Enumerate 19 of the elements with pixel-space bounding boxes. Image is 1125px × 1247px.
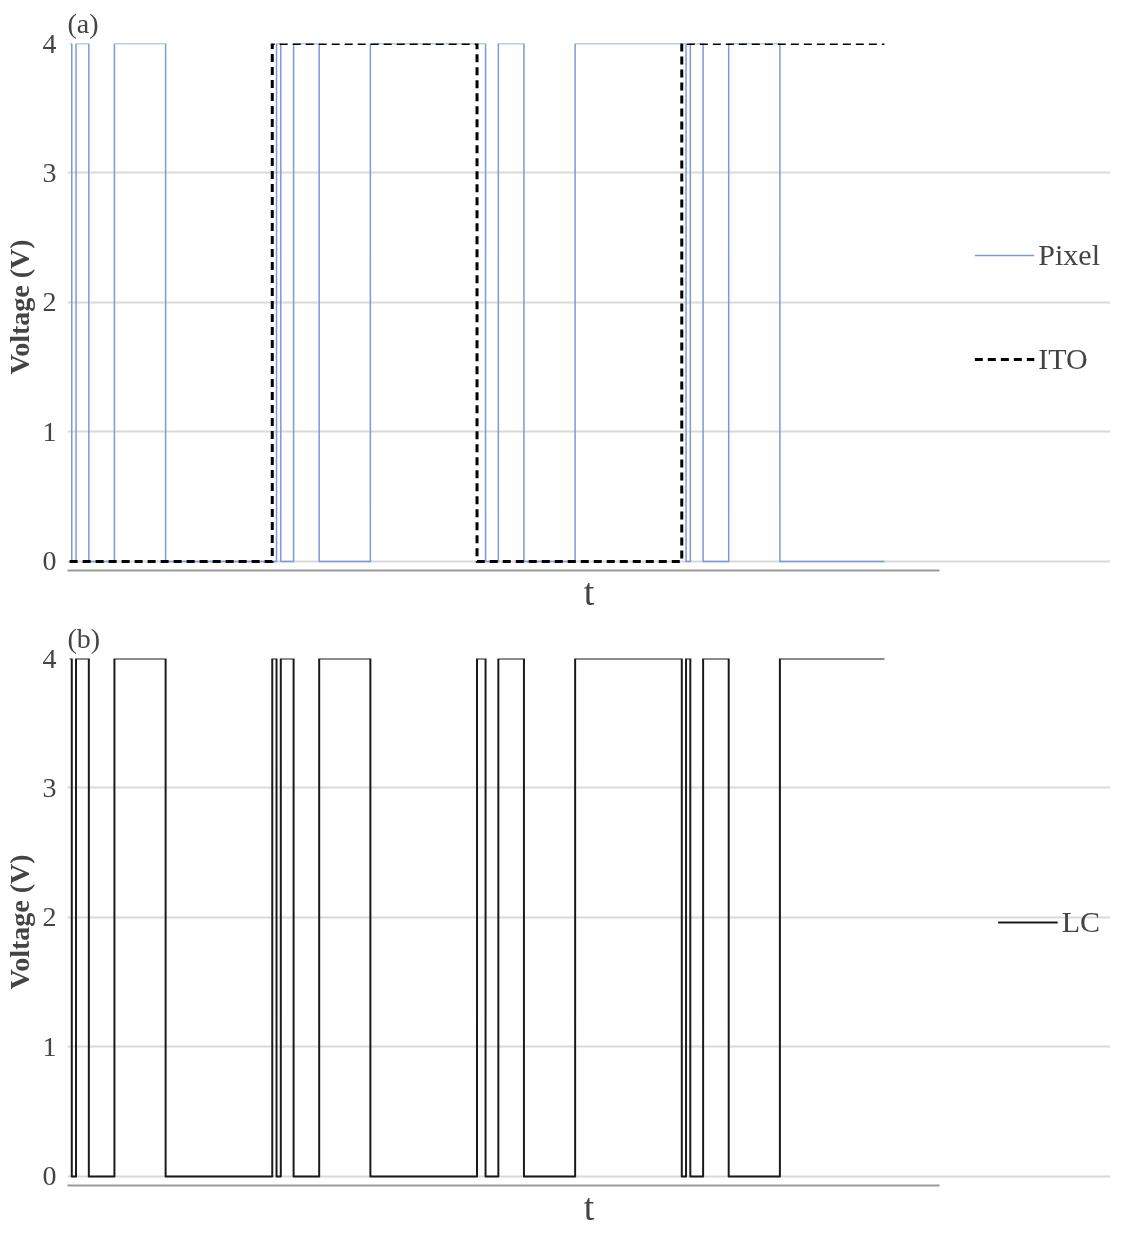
y-tick-label: 3 xyxy=(42,156,57,188)
y-tick-label: 2 xyxy=(42,286,57,318)
y-axis-title: Voltage (V) xyxy=(3,854,35,990)
legend-label: Pixel xyxy=(1038,237,1100,272)
legend-label: LC xyxy=(1061,904,1100,939)
y-tick-label: 3 xyxy=(42,771,57,803)
legend-label: ITO xyxy=(1038,341,1088,376)
y-tick-label: 1 xyxy=(42,1030,57,1062)
y-axis-title: Voltage (V) xyxy=(3,239,35,375)
y-tick-label: 2 xyxy=(42,901,57,933)
y-tick-label: 0 xyxy=(42,1160,57,1192)
x-axis-title: t xyxy=(583,1185,595,1228)
text: (a) xyxy=(67,7,99,39)
y-tick-label: 1 xyxy=(42,415,57,447)
y-tick-label: 4 xyxy=(42,27,57,59)
x-axis-title: t xyxy=(583,570,595,613)
y-tick-label: 0 xyxy=(42,545,57,577)
text: (b) xyxy=(67,622,101,654)
y-tick-label: 4 xyxy=(42,642,57,674)
